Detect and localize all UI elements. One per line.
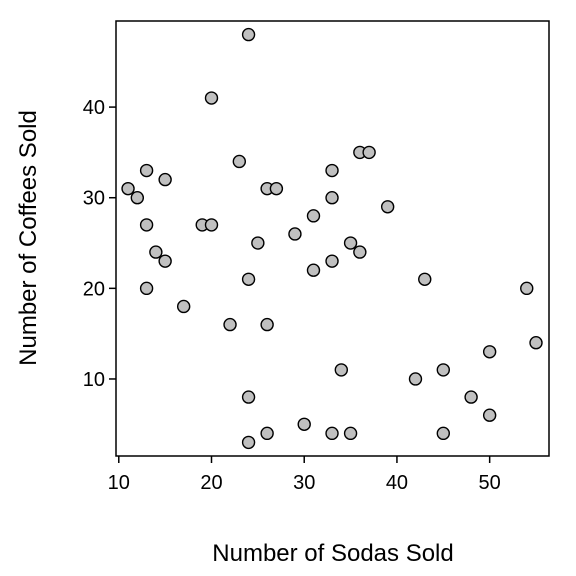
data-point <box>260 426 274 441</box>
data-point <box>306 263 321 277</box>
data-point <box>288 227 302 241</box>
x-tick-label: 50 <box>479 472 501 494</box>
data-point <box>158 254 172 268</box>
data-point <box>241 435 256 450</box>
data-point <box>251 236 265 250</box>
data-point <box>436 363 450 377</box>
data-point <box>343 426 358 441</box>
data-point <box>204 218 219 232</box>
data-point <box>362 145 376 160</box>
data-point <box>176 299 191 314</box>
data-point <box>464 390 478 404</box>
data-point <box>241 272 256 286</box>
data-points <box>121 27 543 450</box>
data-point <box>325 191 339 205</box>
data-point <box>380 200 395 214</box>
data-point <box>297 417 311 431</box>
data-point <box>232 154 247 169</box>
data-point <box>482 408 497 422</box>
x-tick-label: 10 <box>108 472 130 494</box>
data-point <box>343 236 358 250</box>
data-point <box>149 245 163 259</box>
x-tick-label: 20 <box>200 472 222 494</box>
plot-frame <box>115 20 550 457</box>
data-point <box>130 191 145 205</box>
data-point <box>139 281 154 296</box>
data-point <box>482 345 497 359</box>
data-point <box>529 336 543 350</box>
data-point <box>325 163 339 178</box>
data-point <box>139 218 154 232</box>
data-point <box>204 91 219 105</box>
x-tick-label: 30 <box>293 472 315 494</box>
y-tick-label: 10 <box>83 369 105 391</box>
data-point <box>241 27 256 42</box>
data-point <box>418 272 432 286</box>
y-tick-label: 30 <box>83 188 105 210</box>
data-point <box>436 426 450 441</box>
y-tick-label: 20 <box>83 278 105 300</box>
data-point <box>325 254 339 268</box>
data-point <box>520 281 534 296</box>
data-point <box>325 426 339 441</box>
data-point <box>269 181 284 196</box>
data-point <box>139 163 154 178</box>
y-axis: 10 20 30 40 <box>83 97 116 391</box>
y-axis-title: Number of Coffees Sold <box>15 110 42 366</box>
data-point <box>121 181 135 196</box>
data-point <box>158 172 172 187</box>
x-axis: 10 20 30 40 50 <box>108 456 501 494</box>
x-tick-label: 40 <box>386 472 408 494</box>
data-point <box>408 372 423 386</box>
data-point <box>353 245 367 259</box>
data-point <box>306 209 321 223</box>
x-axis-title: Number of Sodas Sold <box>212 540 453 567</box>
y-tick-label: 40 <box>83 97 105 119</box>
data-point <box>260 317 274 332</box>
data-point <box>334 363 349 377</box>
data-point <box>241 390 256 404</box>
data-point <box>223 317 237 332</box>
